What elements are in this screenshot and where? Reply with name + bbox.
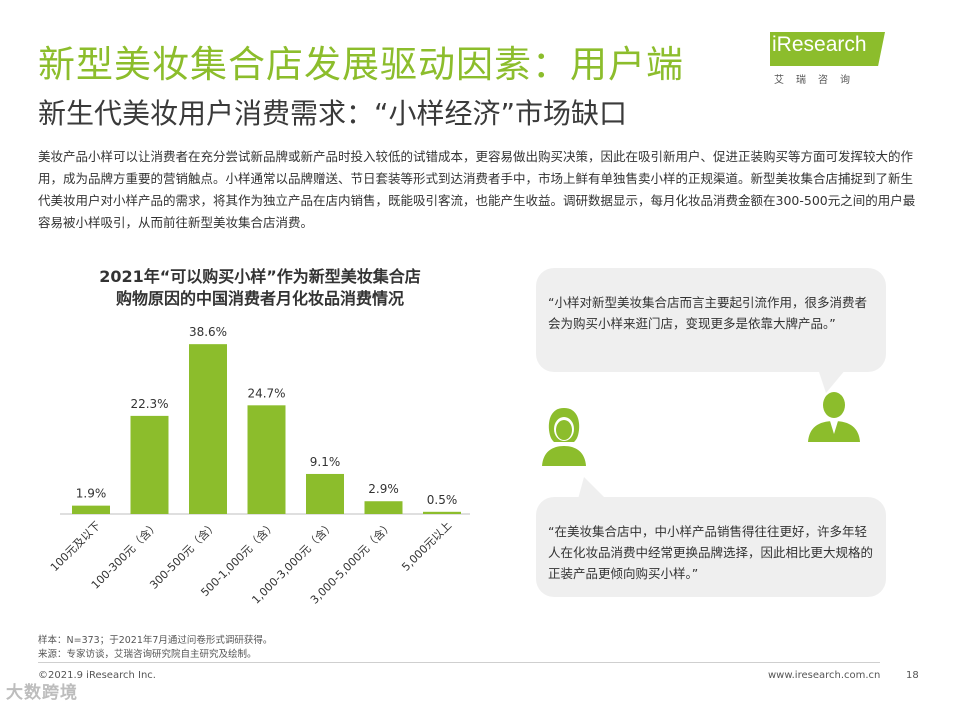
- bubble-tail-2: [578, 477, 606, 499]
- sample-note: 样本：N=373；于2021年7月通过问卷形式调研获得。: [38, 635, 273, 646]
- quote-text-2: “在美妆集合店中，中小样产品销售得往往更好，许多年轻人在化妆品消费中经常更换品牌…: [548, 524, 874, 581]
- bar: [130, 415, 169, 514]
- bar-value-label: 24.7%: [247, 386, 285, 400]
- x-tick-label: 5,000元以上: [399, 519, 454, 574]
- bar: [423, 511, 461, 514]
- bar-value-label: 2.9%: [368, 482, 399, 496]
- male-person-icon: [808, 392, 860, 442]
- website-url: www.iresearch.com.cn: [768, 670, 881, 681]
- page-title: 新型美妆集合店发展驱动因素：用户端: [38, 43, 684, 86]
- quote-bubble-2: [536, 497, 886, 597]
- body-paragraph: 美妆产品小样可以让消费者在充分尝试新品牌或新产品时投入较低的试错成本，更容易做出…: [38, 149, 916, 230]
- watermark: 大数跨境: [6, 683, 78, 703]
- chart-title: 2021年“可以购买小样”作为新型美妆集合店 购物原因的中国消费者月化妆品消费情…: [40, 266, 480, 310]
- quote-bubble-1: [536, 268, 886, 372]
- bar-chart: 1.9%100元及以下22.3%100-300元（含）38.6%300-500元…: [48, 325, 470, 607]
- bar: [72, 505, 110, 514]
- x-tick-label: 100元及以下: [48, 519, 103, 574]
- logo-text: iResearch: [772, 33, 867, 56]
- bar-value-label: 9.1%: [310, 455, 341, 469]
- chart-title-line-2: 购物原因的中国消费者月化妆品消费情况: [115, 289, 404, 308]
- bar-value-label: 22.3%: [130, 397, 168, 411]
- bar: [189, 344, 227, 514]
- female-person-icon: [542, 408, 586, 466]
- page-subtitle: 新生代美妆用户消费需求：“小样经济”市场缺口: [38, 97, 628, 130]
- page-number: 18: [906, 670, 919, 681]
- bar-value-label: 0.5%: [427, 493, 458, 507]
- bar: [247, 405, 286, 514]
- copyright: ©2021.9 iResearch Inc.: [38, 670, 156, 681]
- bubble-tail-1: [818, 369, 846, 393]
- source-note: 来源：专家访谈，艾瑞咨询研究院自主研究及绘制。: [38, 649, 257, 660]
- bar-value-label: 38.6%: [189, 325, 227, 339]
- iresearch-logo: [770, 32, 885, 66]
- footer-divider: [38, 662, 880, 663]
- chart-title-line-1: 2021年“可以购买小样”作为新型美妆集合店: [99, 267, 421, 286]
- bar: [364, 501, 403, 514]
- logo-subtext: 艾瑞咨询: [774, 75, 862, 86]
- bar: [306, 473, 344, 514]
- bar-value-label: 1.9%: [76, 487, 107, 501]
- quote-text-1: “小样对新型美妆集合店而言主要起引流作用，很多消费者会为购买小样来逛门店，变现更…: [548, 295, 867, 331]
